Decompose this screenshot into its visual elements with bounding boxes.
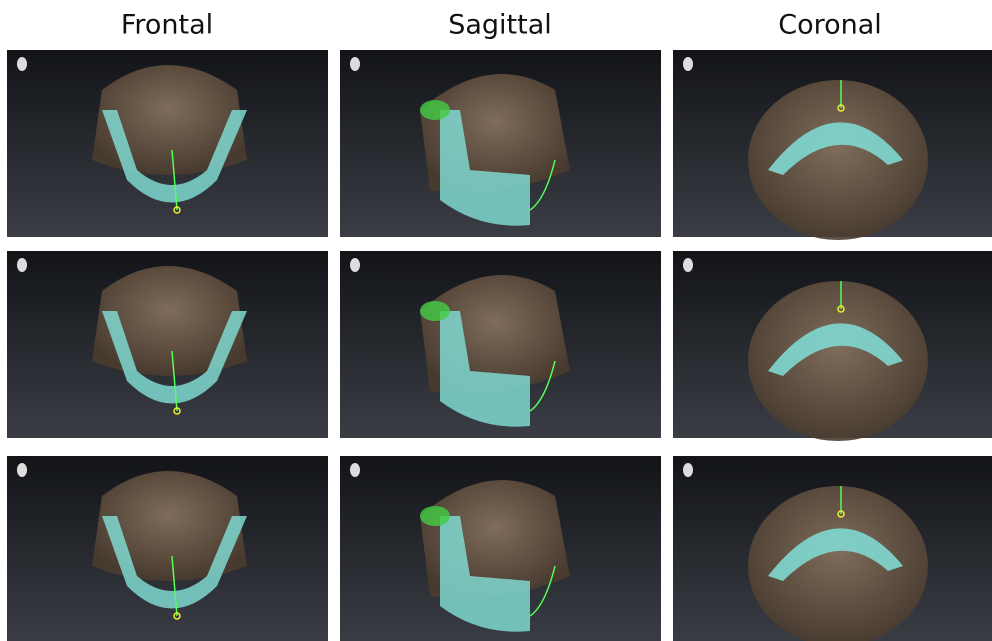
mandible: [440, 311, 530, 427]
orientation-head-icon: [683, 57, 693, 71]
nerve: [171, 350, 178, 412]
palate: [768, 122, 903, 175]
render-panel: [7, 251, 328, 438]
render-panel: [7, 50, 328, 237]
render-panel: [673, 456, 992, 641]
marker: [837, 510, 845, 518]
skull: [748, 80, 928, 240]
orientation-head-icon: [17, 258, 27, 272]
palate: [768, 528, 903, 581]
nerve-cluster: [420, 100, 450, 120]
orientation-head-icon: [683, 258, 693, 272]
skull: [92, 65, 247, 175]
skull: [92, 471, 247, 581]
nerve-cluster: [420, 506, 450, 526]
nerve-cluster: [420, 301, 450, 321]
nerve: [171, 149, 178, 211]
render-panel: [340, 251, 661, 438]
nerve: [171, 555, 178, 617]
marker: [173, 407, 181, 415]
column-header: Coronal: [778, 10, 882, 41]
marker: [173, 612, 181, 620]
orientation-head-icon: [350, 463, 360, 477]
panel-grid: [7, 50, 992, 641]
mandible: [102, 516, 247, 609]
mandible: [102, 110, 247, 203]
column-header: Sagittal: [448, 10, 552, 41]
column-header: Frontal: [121, 10, 213, 41]
orientation-head-icon: [350, 258, 360, 272]
skull: [748, 281, 928, 441]
orientation-head-icon: [17, 57, 27, 71]
render-panel: [7, 456, 328, 641]
palate: [768, 323, 903, 376]
marker: [173, 206, 181, 214]
nerve: [529, 159, 556, 211]
skull: [92, 266, 247, 376]
skull: [748, 486, 928, 641]
mandible: [440, 110, 530, 226]
render-panel: [340, 50, 661, 237]
orientation-head-icon: [683, 463, 693, 477]
mandible: [102, 311, 247, 404]
marker: [837, 104, 845, 112]
marker: [837, 305, 845, 313]
mandible: [440, 516, 530, 632]
orientation-head-icon: [17, 463, 27, 477]
orientation-head-icon: [350, 57, 360, 71]
render-panel: [673, 50, 992, 240]
nerve: [529, 360, 556, 412]
render-panel: [340, 456, 661, 641]
nerve: [529, 565, 556, 617]
render-panel: [673, 251, 992, 441]
